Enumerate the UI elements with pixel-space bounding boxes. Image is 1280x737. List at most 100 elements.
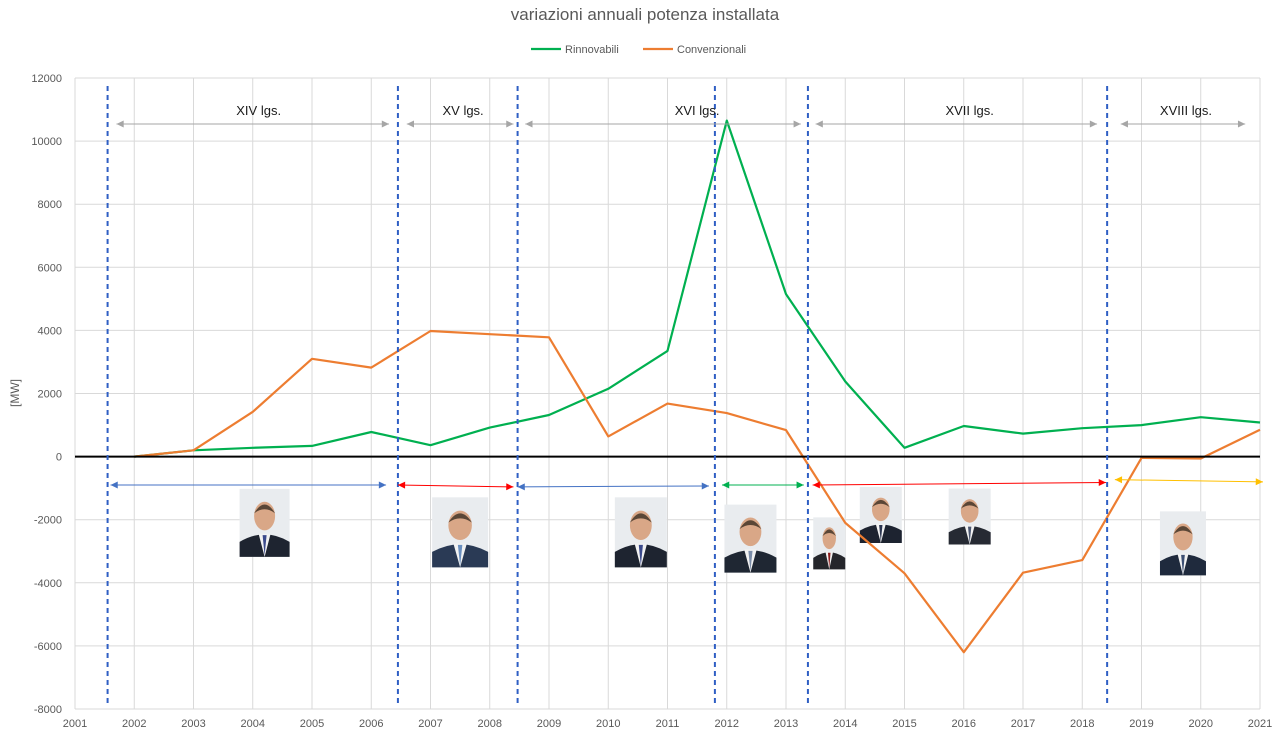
- x-tick-label: 2004: [241, 718, 265, 730]
- portrait-hair: [960, 501, 979, 509]
- x-tick-label: 2005: [300, 718, 324, 730]
- grid: [74, 77, 1261, 710]
- legislatures: XIV lgs. XV lgs. XVI lgs. XVII lgs. XVIII lg…: [116, 103, 1246, 128]
- x-tick-label: 2018: [1070, 718, 1094, 730]
- x-tick-label: 2015: [892, 718, 916, 730]
- berlusconi-portrait: [239, 488, 290, 557]
- arrow-head: [1120, 120, 1128, 128]
- legislature-boundaries: [106, 86, 1109, 707]
- portrait-hair: [448, 513, 472, 523]
- portraits: [239, 486, 1206, 576]
- x-tick-label: 2014: [833, 718, 857, 730]
- portrait-hair: [871, 499, 890, 508]
- portrait-tie: [748, 550, 753, 572]
- arrow-head: [397, 481, 406, 489]
- monti-portrait: [724, 504, 777, 573]
- y-tick-label: -8000: [34, 704, 62, 716]
- y-tick-label: 8000: [38, 199, 62, 211]
- x-tick-label: 2003: [181, 718, 205, 730]
- portrait-hair: [822, 529, 836, 537]
- portrait-tie: [638, 544, 643, 566]
- y-ticks: -8000 -6000 -4000 -2000 0 2000 4000 6000 8000 100…: [31, 73, 62, 716]
- portrait-hair: [254, 504, 276, 514]
- arrow-head: [1255, 478, 1263, 486]
- arrow-head: [1114, 476, 1123, 484]
- government-arrow-4: [812, 479, 1106, 489]
- government-arrow-5: [1114, 476, 1263, 486]
- government-arrow-3: [722, 481, 804, 489]
- legislature-arrow-1: [406, 120, 514, 128]
- legislature-label: XVIII lgs.: [1160, 103, 1212, 118]
- government-arrow-1: [397, 481, 514, 491]
- x-tick-label: 2020: [1189, 718, 1213, 730]
- arrow-head: [812, 481, 820, 489]
- x-tick-label: 2016: [952, 718, 976, 730]
- y-tick-label: -6000: [34, 641, 62, 653]
- portrait-tie: [262, 535, 267, 556]
- legislature-arrow-4: [1120, 120, 1246, 128]
- y-tick-label: 4000: [38, 325, 62, 337]
- y-tick-label: 6000: [38, 262, 62, 274]
- portrait-tie: [879, 525, 883, 542]
- government-arrows: [110, 476, 1263, 491]
- arrow-shaft: [1114, 479, 1263, 483]
- portrait-tie: [1181, 554, 1185, 575]
- portrait-tie: [457, 544, 463, 566]
- arrow-head: [722, 481, 730, 489]
- x-ticks: 2001 2002 2003 2004 2005 2006 2007 2008 2009 2010…: [63, 718, 1272, 730]
- legislature-arrow-0: [116, 120, 390, 128]
- arrow-head: [506, 483, 514, 491]
- arrow-head: [110, 481, 118, 489]
- letta-portrait: [813, 517, 846, 570]
- x-tick-label: 2011: [656, 718, 680, 730]
- x-tick-label: 2007: [418, 718, 442, 730]
- series-line-rinnovabili: [134, 119, 1261, 458]
- y-tick-label: -4000: [34, 578, 62, 590]
- x-tick-label: 2010: [596, 718, 620, 730]
- renzi-portrait: [859, 486, 902, 543]
- y-axis-label: [MW]: [8, 379, 22, 407]
- x-tick-label: 2013: [774, 718, 798, 730]
- legislature-label: XVII lgs.: [945, 103, 993, 118]
- arrow-head: [506, 120, 514, 128]
- legislature-label: XV lgs.: [442, 103, 483, 118]
- arrow-head: [517, 483, 525, 491]
- gentiloni-portrait: [948, 488, 991, 545]
- berlusconi-portrait-2: [614, 497, 667, 568]
- legislature-label: XIV lgs.: [236, 103, 281, 118]
- legend-label-convenzionali: Convenzionali: [677, 44, 746, 56]
- arrow-head: [701, 482, 709, 490]
- arrow-head: [1098, 479, 1106, 487]
- x-tick-label: 2019: [1129, 718, 1153, 730]
- legend: Rinnovabili Convenzionali: [531, 44, 746, 56]
- series: [134, 119, 1261, 654]
- arrow-head: [1237, 120, 1246, 128]
- x-tick-label: 2021: [1248, 718, 1272, 730]
- arrow-head: [525, 120, 533, 128]
- government-arrow-2: [517, 482, 709, 491]
- arrow-head: [815, 120, 823, 128]
- chart-title: variazioni annuali potenza installata: [511, 5, 780, 24]
- x-tick-label: 2012: [715, 718, 739, 730]
- series-line-convenzionali: [134, 329, 1261, 654]
- x-tick-label: 2006: [359, 718, 383, 730]
- x-tick-label: 2017: [1011, 718, 1035, 730]
- y-tick-label: 0: [56, 452, 62, 464]
- arrow-shaft: [397, 484, 514, 488]
- arrow-head: [796, 481, 804, 489]
- legend-label-rinnovabili: Rinnovabili: [565, 44, 619, 56]
- arrow-head: [378, 481, 387, 489]
- y-tick-label: 10000: [31, 136, 62, 148]
- arrow-head: [1089, 120, 1098, 128]
- arrow-head: [381, 120, 390, 128]
- y-tick-label: 2000: [38, 389, 62, 401]
- arrow-shaft: [517, 485, 709, 488]
- legislature-label: XVI lgs.: [675, 103, 720, 118]
- portrait-tie: [827, 552, 831, 569]
- arrow-head: [406, 120, 415, 128]
- arrow-head: [793, 120, 801, 128]
- government-arrow-0: [110, 481, 387, 489]
- portrait-hair: [1173, 526, 1193, 535]
- y-tick-label: -2000: [34, 515, 62, 527]
